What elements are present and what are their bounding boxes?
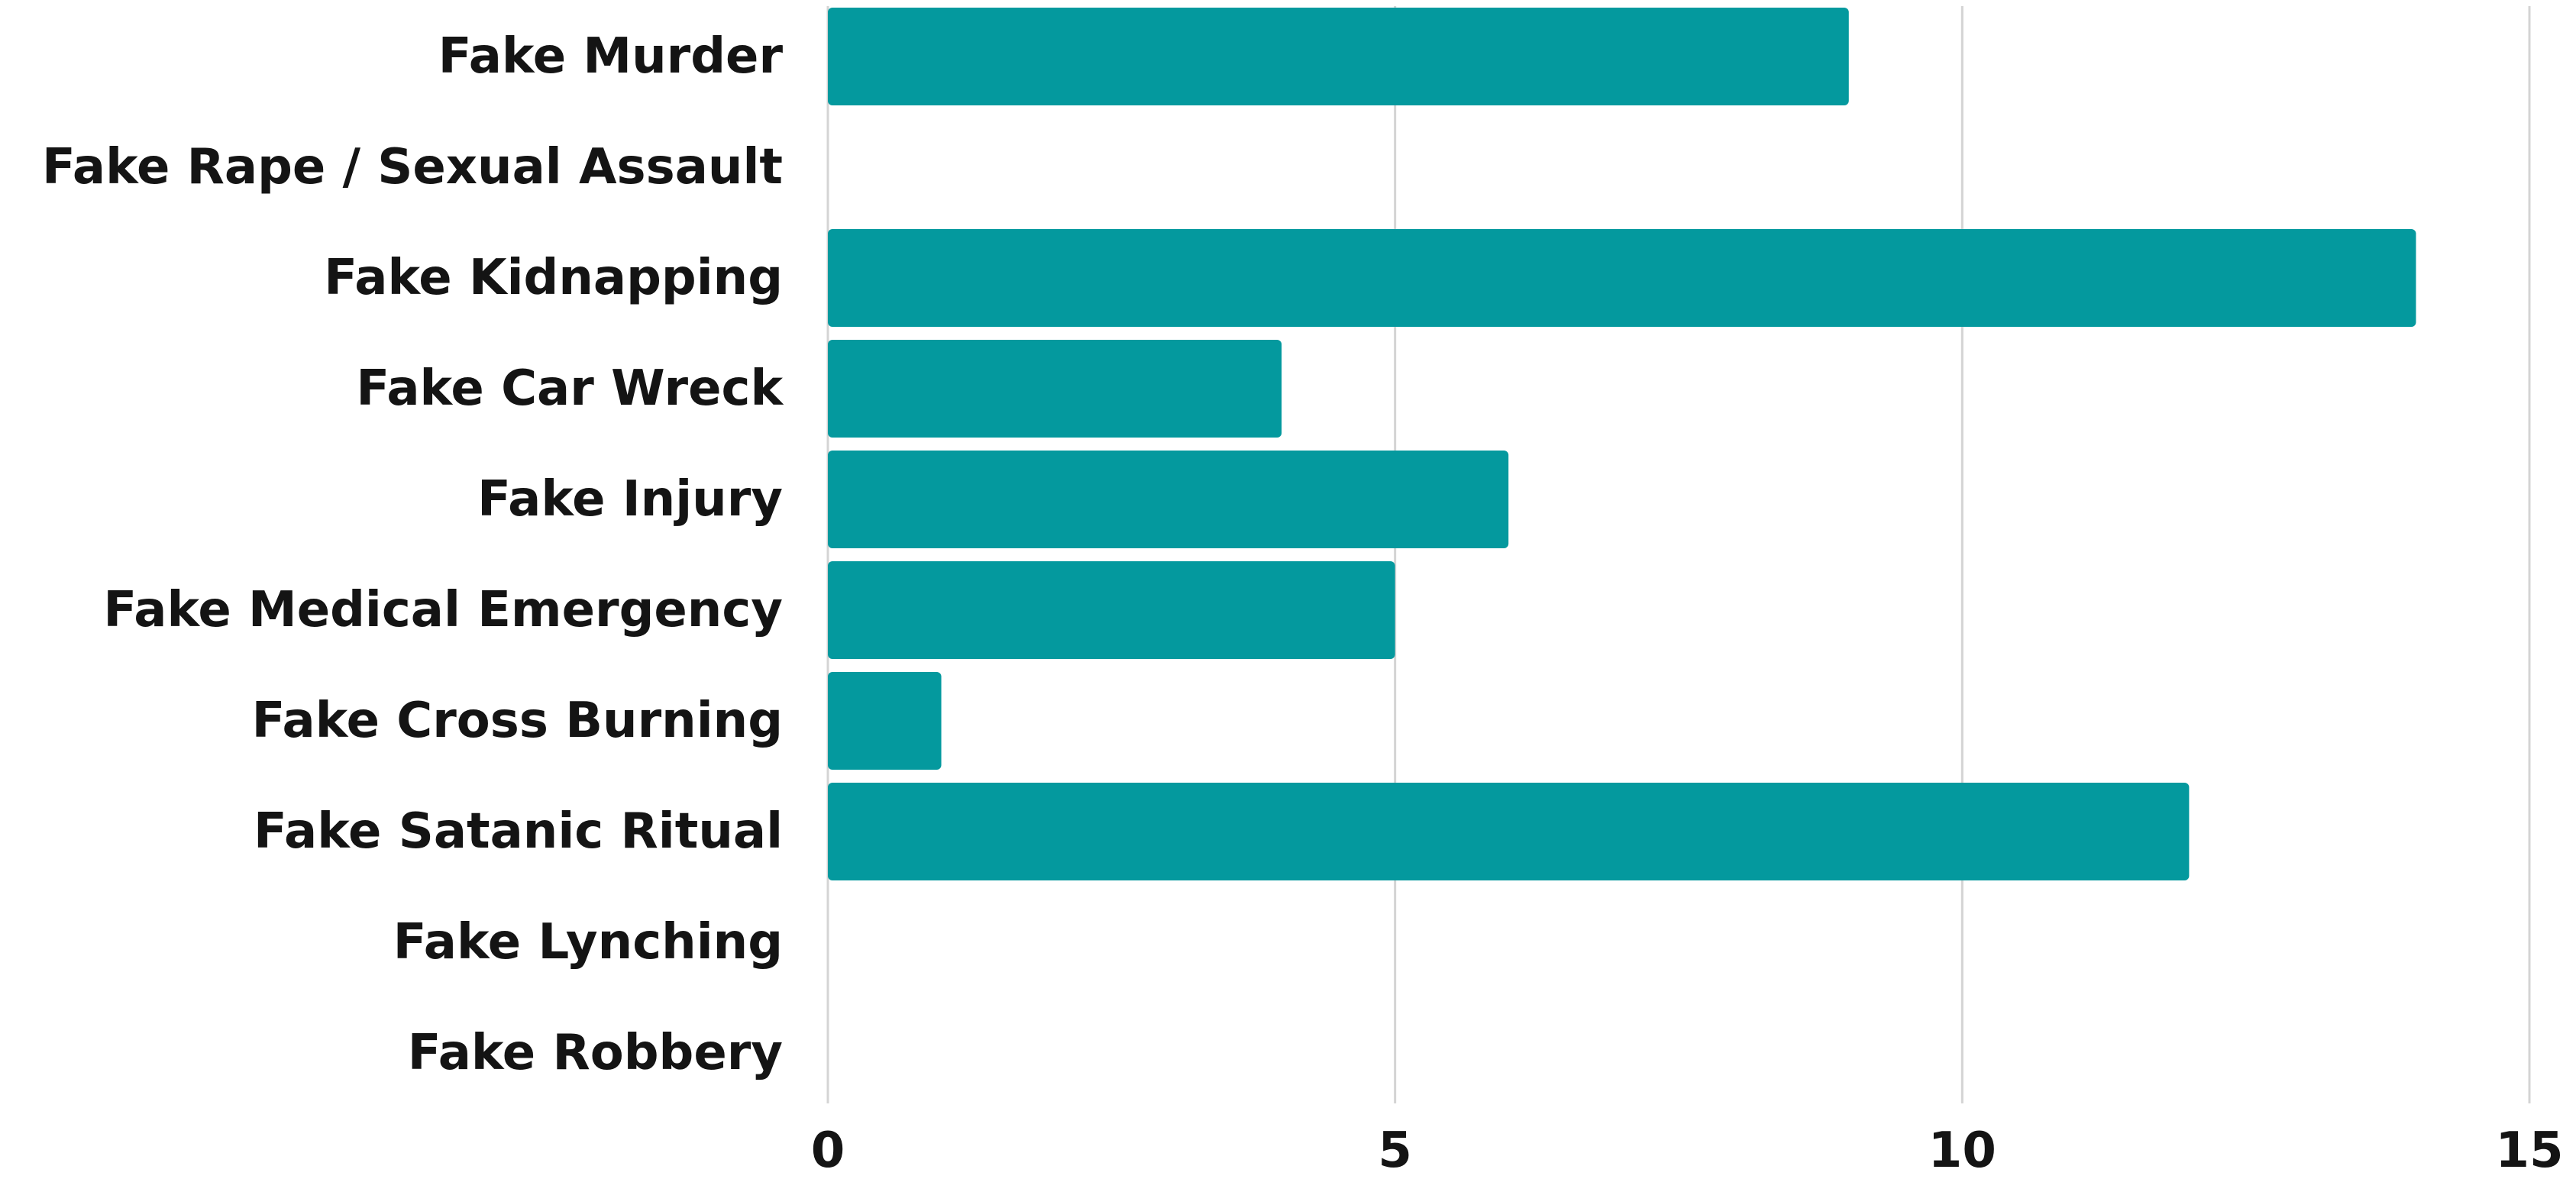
bar <box>828 229 2416 327</box>
category-label: Fake Rape / Sexual Assault <box>42 139 783 195</box>
category-label: Fake Lynching <box>393 914 783 971</box>
category-label: Fake Murder <box>438 28 784 85</box>
category-labels: Fake Murder Fake Rape / Sexual Assault Fak… <box>42 28 784 1081</box>
category-label: Fake Injury <box>477 471 783 528</box>
x-tick-label: 10 <box>1928 1122 1996 1179</box>
bar <box>828 340 1282 438</box>
x-tick-label: 0 <box>811 1122 845 1179</box>
x-axis-ticks: 0 5 10 15 <box>811 1122 2564 1179</box>
bar <box>828 672 942 770</box>
category-label: Fake Satanic Ritual <box>254 803 783 860</box>
category-label: Fake Medical Emergency <box>103 582 783 638</box>
bar <box>828 8 1849 105</box>
bar <box>828 783 2190 880</box>
category-label: Fake Car Wreck <box>356 360 784 417</box>
category-label: Fake Robbery <box>408 1025 783 1081</box>
x-tick-label: 5 <box>1378 1122 1412 1179</box>
bar <box>828 561 1395 659</box>
grid-lines <box>826 6 2531 1103</box>
category-label: Fake Kidnapping <box>324 250 783 306</box>
category-label: Fake Cross Burning <box>252 693 783 749</box>
bar <box>828 451 1509 548</box>
x-tick-label: 15 <box>2495 1122 2563 1179</box>
bars <box>828 8 2416 880</box>
